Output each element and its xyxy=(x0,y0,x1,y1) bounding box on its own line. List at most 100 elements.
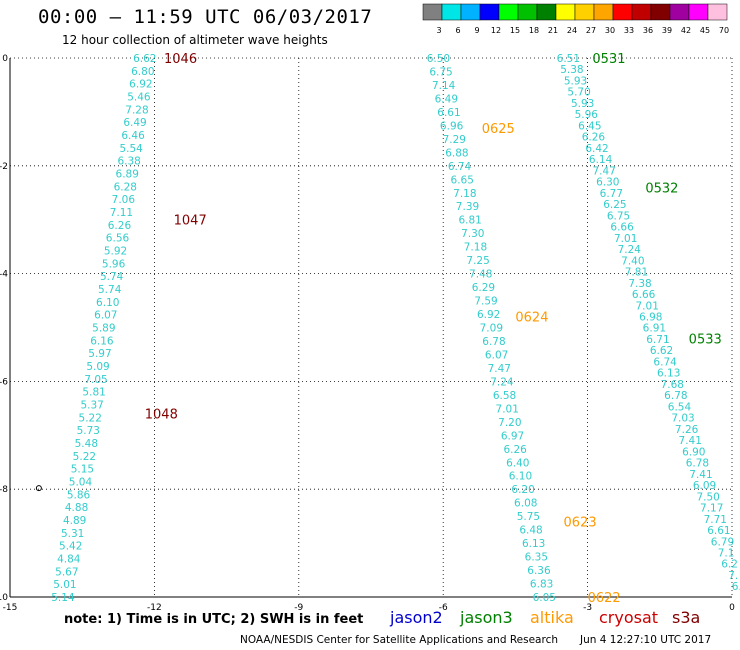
wave-height-value: 6.49 xyxy=(123,117,146,129)
x-tick-label: -3 xyxy=(583,603,592,613)
wave-height-value: 6.42 xyxy=(585,143,608,155)
wave-height-value: 6.26 xyxy=(503,444,527,456)
legend-swatch xyxy=(707,3,728,21)
wave-height-value: 6.92 xyxy=(477,309,500,321)
chart-title: 00:00 – 11:59 UTC 06/03/2017 xyxy=(38,6,373,28)
wave-height-value: 6.79 xyxy=(711,536,734,548)
wave-height-value: 6.2 xyxy=(721,559,738,571)
wave-height-value: 7.39 xyxy=(456,201,479,213)
wave-height-value: 5.54 xyxy=(119,143,143,155)
legend-tick-label: 30 xyxy=(605,26,615,35)
footer-note: note: 1) Time is in UTC; 2) SWH is in fe… xyxy=(64,612,364,627)
legend-tick-label: 9 xyxy=(474,26,479,35)
wave-height-value: 7.1 xyxy=(718,548,735,560)
wave-height-value: 6.56 xyxy=(106,233,130,245)
wave-height-value: 5.67 xyxy=(55,566,78,578)
x-tick-label: -9 xyxy=(294,603,303,613)
wave-height-value: 7.18 xyxy=(464,242,487,254)
pass-time-label: 1048 xyxy=(145,408,178,423)
wave-height-value: 6.91 xyxy=(643,323,666,335)
pass-time-label: 0533 xyxy=(689,332,722,347)
wave-height-value: 6.83 xyxy=(530,579,553,591)
wave-height-value: 6.36 xyxy=(527,565,551,577)
wave-height-value: 4.88 xyxy=(65,502,88,514)
wave-height-value: 7.18 xyxy=(453,188,476,200)
satellite-label-jason3: jason3 xyxy=(460,608,513,627)
wave-height-value: 6.20 xyxy=(511,484,534,496)
pass-time-label: 0622 xyxy=(588,591,621,606)
wave-height-value: 7.41 xyxy=(679,435,702,447)
wave-height-value: 6.28 xyxy=(114,181,137,193)
wave-height-value: 7.05 xyxy=(84,374,107,386)
pass-time-label: 0532 xyxy=(645,181,678,196)
legend-tick-label: 39 xyxy=(662,26,672,35)
wave-height-value: 6.48 xyxy=(519,525,542,537)
wave-height-value: 6.75 xyxy=(607,210,630,222)
pass-time-label: 0625 xyxy=(482,122,515,137)
wave-height-value: 6.09 xyxy=(693,480,716,492)
wave-height-value: 6.61 xyxy=(437,107,460,119)
wave-height-value: 5.15 xyxy=(71,464,94,476)
wave-height-value: 6.58 xyxy=(493,390,516,402)
wave-height-value: 5.42 xyxy=(59,541,82,553)
legend-tick-label: 6 xyxy=(455,26,460,35)
legend-tick-label: 18 xyxy=(529,26,539,35)
wave-height-value: 6.88 xyxy=(445,147,468,159)
wave-height-value: 6.90 xyxy=(682,446,705,458)
wave-height-value: 6.97 xyxy=(501,430,524,442)
wave-height-value: 6.13 xyxy=(522,538,545,550)
wave-height-value: 7.01 xyxy=(496,403,519,415)
wave-height-value: 7.28 xyxy=(125,104,148,116)
footer-credit: NOAA/NESDIS Center for Satellite Applica… xyxy=(240,634,558,646)
x-tick-label: -12 xyxy=(147,603,162,613)
wave-height-value: 6.54 xyxy=(668,401,692,413)
marker-point xyxy=(35,485,42,492)
x-tick-label: -6 xyxy=(439,603,448,613)
wave-height-value: 5.22 xyxy=(79,412,102,424)
wave-height-value: 7.20 xyxy=(498,417,521,429)
wave-height-value: 6.78 xyxy=(482,336,505,348)
wave-height-value: 6.30 xyxy=(596,177,619,189)
legend-tick-label: 12 xyxy=(491,26,501,35)
wave-height-value: 7.81 xyxy=(625,267,648,279)
wave-height-value: 6.29 xyxy=(472,282,495,294)
wave-height-value: 5.75 xyxy=(517,511,540,523)
wave-height-value: 6.51 xyxy=(557,53,580,65)
wave-height-plot: -15-12-9-6-300-2-4-6-8-106.626.806.925.4… xyxy=(0,52,740,613)
wave-height-value: 7.48 xyxy=(469,269,492,281)
wave-height-value: 6.75 xyxy=(429,66,452,78)
wave-height-value: 7.47 xyxy=(592,165,615,177)
satellite-label-cryosat: cryosat xyxy=(599,608,659,627)
wave-height-value: 7.06 xyxy=(112,194,136,206)
wave-height-value: 5.97 xyxy=(88,348,111,360)
wave-height-value: 7.26 xyxy=(675,424,699,436)
wave-height-value: 6.46 xyxy=(121,130,145,142)
wave-height-value: 6.13 xyxy=(657,368,680,380)
wave-height-value: 6.16 xyxy=(90,335,114,347)
wave-height-value: 7.25 xyxy=(466,255,489,267)
y-tick-label: -2 xyxy=(0,162,8,172)
wave-height-value: 6.80 xyxy=(131,66,154,78)
legend-tick-label: 27 xyxy=(586,26,596,35)
wave-height-value: 7.14 xyxy=(432,80,456,92)
wave-height-value: 6.10 xyxy=(509,471,532,483)
wave-height-value: 7.40 xyxy=(621,255,644,267)
wave-height-value: 6.50 xyxy=(427,53,450,65)
wave-height-value: 6.77 xyxy=(600,188,623,200)
wave-height-value: 6.74 xyxy=(653,356,677,368)
wave-height-value: 7.24 xyxy=(490,376,514,388)
wave-height-value: 7.01 xyxy=(614,233,637,245)
wave-height-value: 5.96 xyxy=(575,109,599,121)
wave-height-value: 6.05 xyxy=(533,592,556,604)
wave-height-value: 6.92 xyxy=(129,79,152,91)
wave-height-value: 7.29 xyxy=(443,134,466,146)
wave-height-value: 6.14 xyxy=(589,154,613,166)
wave-height-value: 5.22 xyxy=(73,451,96,463)
wave-height-value: 5.81 xyxy=(82,387,105,399)
satellite-label-s3a: s3a xyxy=(672,608,701,627)
wave-height-value: 6.74 xyxy=(448,161,472,173)
legend-tick-label: 70 xyxy=(719,26,729,35)
satellite-label-altika: altika xyxy=(530,608,574,627)
